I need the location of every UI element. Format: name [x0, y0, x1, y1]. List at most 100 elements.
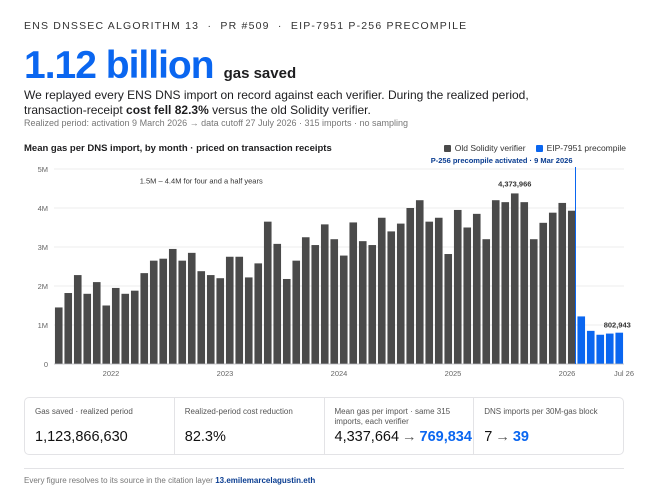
bar-precompile: [605, 333, 614, 364]
bar-old-verifier: [444, 254, 453, 364]
eyebrow-pr: PR #509: [220, 20, 270, 32]
y-tick-label: 1M: [38, 321, 48, 330]
citation-link[interactable]: 13.emilemarcelagustin.eth: [215, 476, 316, 485]
bar-old-verifier: [501, 202, 510, 364]
arrow-right-icon: →: [495, 429, 510, 445]
kpi-row: Gas saved · realized period 1,123,866,63…: [24, 397, 624, 455]
bar-old-verifier: [73, 275, 82, 364]
bar-old-verifier: [510, 193, 519, 364]
bar-old-verifier: [567, 210, 576, 364]
footer-text: Every figure resolves to its source in t…: [24, 476, 216, 485]
arrow-right-icon: →: [402, 429, 417, 445]
bar-old-verifier: [140, 273, 149, 364]
bar-old-verifier: [92, 282, 101, 364]
x-tick-label: 2024: [331, 369, 348, 378]
footer: Every figure resolves to its source in t…: [24, 476, 315, 485]
x-tick-label: 2022: [103, 369, 120, 378]
bar-old-verifier: [111, 287, 120, 364]
kpi-value-main: 1,123,866,630: [35, 429, 128, 445]
bar-old-verifier: [130, 290, 139, 364]
kpi-value-new: 39: [512, 429, 529, 445]
bar-precompile: [586, 330, 595, 364]
bar-old-verifier: [520, 202, 529, 364]
kpi-value: 7 → 39: [484, 429, 529, 445]
bar-old-verifier: [339, 255, 348, 364]
eyebrow-eip: EIP-7951 P-256 PRECOMPILE: [290, 20, 468, 32]
bar-old-verifier: [434, 217, 443, 364]
chart-title: Mean gas per DNS import, by month · pric…: [24, 143, 332, 154]
bar-old-verifier: [415, 200, 424, 364]
hero-number: 1.12 billion: [24, 44, 215, 87]
kpi-imports-per-block: DNS imports per 30M-gas block 7 → 39: [473, 398, 623, 454]
bar-old-verifier: [311, 245, 320, 364]
bar-old-verifier: [406, 208, 415, 364]
bar-old-verifier: [320, 224, 329, 364]
y-tick-label: 5M: [38, 165, 48, 174]
bar-old-verifier: [453, 209, 462, 364]
bar-old-verifier: [254, 263, 263, 364]
kpi-value: 1,123,866,630: [35, 429, 128, 445]
bar-old-verifier: [396, 223, 405, 364]
bar-old-verifier: [292, 260, 301, 364]
eyebrow: ENS DNSSEC ALGORITHM 13 · PR #509 · EIP-…: [24, 20, 467, 32]
bar-old-verifier: [83, 293, 92, 364]
eyebrow-separator: ·: [203, 20, 217, 32]
bar-old-verifier: [358, 241, 367, 364]
kpi-mean-gas: Mean gas per import · same 315 imports, …: [323, 398, 474, 454]
description-line-1: We replayed every ENS DNS import on reco…: [24, 88, 529, 102]
kpi-label: Mean gas per import · same 315 imports, …: [334, 407, 451, 426]
bar-old-verifier: [187, 252, 196, 364]
bar-old-verifier: [368, 245, 377, 364]
bar-old-verifier: [558, 202, 567, 364]
bar-old-verifier: [54, 307, 63, 364]
kpi-value: 82.3%: [185, 429, 226, 445]
bar-old-verifier: [425, 221, 434, 364]
kpi-label: Realized-period cost reduction: [184, 407, 293, 416]
description-line-2-post: versus the old Solidity verifier.: [208, 103, 371, 117]
hero-unit: gas saved: [223, 65, 297, 82]
chart-legend: Old Solidity verifier EIP-7951 precompil…: [434, 143, 626, 153]
bar-old-verifier: [273, 243, 282, 364]
bar-old-verifier: [548, 212, 557, 364]
bar-old-verifier: [349, 222, 358, 364]
legend-item-old: Old Solidity verifier: [443, 143, 526, 153]
kpi-label: Gas saved · realized period: [35, 407, 133, 416]
bar-old-verifier: [197, 271, 206, 364]
bar-old-verifier: [539, 222, 548, 364]
kpi-value-new: 769,834: [419, 429, 472, 445]
kpi-value-old: 4,337,664: [334, 429, 400, 445]
bar-old-verifier: [235, 256, 244, 364]
y-tick-label: 2M: [38, 282, 48, 291]
bar-old-verifier: [529, 239, 538, 364]
x-tick-label: 2025: [445, 369, 462, 378]
annotation-range: 1.5M – 4.4M for four and a half years: [140, 177, 263, 186]
bar-old-verifier: [102, 305, 111, 364]
kpi-value-old: 7: [484, 429, 493, 445]
bar-chart: 0 1M 2M 3M 4M 5M 2022 2023 2024 2025 2026 Jul 26 1.5…: [38, 156, 634, 378]
bar-old-verifier: [225, 256, 234, 364]
bar-old-verifier: [463, 227, 472, 364]
bar-old-verifier: [64, 293, 73, 364]
bar-old-verifier: [491, 200, 500, 364]
bar-old-verifier: [282, 278, 291, 364]
bar-old-verifier: [121, 293, 130, 364]
bar-old-verifier: [159, 258, 168, 364]
bar-old-verifier: [263, 221, 272, 364]
realized-period-note: Realized period: activation 9 March 2026…: [24, 118, 409, 128]
eyebrow-topic: ENS DNSSEC ALGORITHM 13: [24, 20, 200, 32]
description: We replayed every ENS DNS import on reco…: [24, 88, 624, 118]
bar-old-verifier: [387, 231, 396, 364]
kpi-label: DNS imports per 30M-gas block: [484, 407, 598, 416]
bar-old-verifier: [178, 260, 187, 364]
x-tick-label: 2026: [559, 369, 576, 378]
kpi-cost-reduction: Realized-period cost reduction 82.3%: [173, 398, 324, 454]
bar-old-verifier: [482, 239, 491, 364]
annotation-peak-value: 4,373,966: [498, 179, 531, 188]
footer-divider: [24, 468, 624, 469]
bar-old-verifier: [472, 213, 481, 364]
bar-old-verifier: [301, 237, 310, 364]
hero: 1.12 billion gas saved: [24, 44, 296, 88]
y-tick-label: 4M: [38, 204, 48, 213]
eyebrow-separator: ·: [273, 20, 287, 32]
bar-old-verifier: [168, 248, 177, 364]
